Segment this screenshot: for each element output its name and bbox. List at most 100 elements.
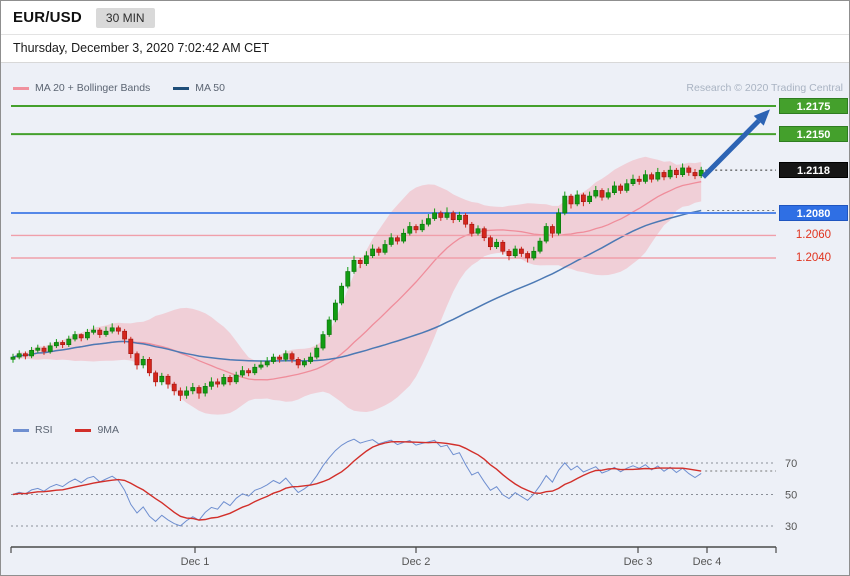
candle-body	[469, 223, 475, 234]
price-level-label: 1.2060	[795, 229, 832, 242]
candle-body	[698, 169, 704, 177]
ma50-swatch-icon	[173, 86, 190, 90]
candle-body	[506, 250, 512, 257]
candle-body	[487, 237, 493, 248]
candle-body	[500, 241, 506, 252]
candle-body	[22, 353, 28, 357]
candle-body	[128, 338, 134, 354]
chart-header: EUR/USD 30 MIN	[1, 1, 849, 35]
candle-body	[227, 377, 233, 383]
candle-body	[47, 345, 53, 352]
rsi-guide-label: 50	[785, 490, 797, 502]
candle-body	[667, 169, 673, 178]
candle-body	[332, 302, 338, 321]
candle-body	[394, 237, 400, 242]
candle-body	[246, 370, 251, 374]
candle-body	[370, 248, 375, 257]
candle-body	[568, 195, 574, 205]
candle-body	[178, 390, 183, 396]
candle-body	[444, 212, 450, 218]
candle-body	[388, 237, 394, 245]
candle-body	[537, 240, 543, 252]
candle-body	[518, 248, 524, 254]
legend-item-9ma: 9MA	[75, 424, 119, 436]
candle-body	[481, 228, 487, 239]
candle-body	[419, 223, 425, 231]
legend-label: RSI	[35, 424, 53, 436]
candle-body	[277, 356, 282, 360]
candle-body	[171, 383, 177, 392]
candle-body	[680, 167, 685, 175]
candle-body	[624, 183, 630, 191]
rsi-guide-label: 30	[785, 521, 797, 533]
candle-body	[270, 356, 276, 362]
candle-body	[494, 241, 499, 248]
candle-body	[320, 334, 326, 349]
candle-body	[221, 377, 227, 385]
candle-body	[109, 327, 115, 332]
candle-body	[692, 172, 698, 177]
candle-body	[184, 390, 189, 396]
candle-body	[122, 330, 127, 340]
price-level-label: 1.2150	[779, 126, 848, 143]
candle-body	[159, 375, 165, 383]
chart-datetime: Thursday, December 3, 2020 7:02:42 AM CE…	[1, 35, 849, 63]
x-axis-label: Dec 4	[693, 556, 722, 568]
candle-body	[525, 253, 530, 259]
candle-body	[686, 167, 692, 173]
legend-item-bollinger: MA 20 + Bollinger Bands	[13, 82, 150, 94]
rsi-legend: RSI 9MA	[13, 424, 139, 436]
legend-label: MA 20 + Bollinger Bands	[35, 82, 151, 94]
candle-body	[382, 244, 388, 253]
bollinger-swatch-icon	[13, 86, 29, 90]
candle-body	[41, 347, 47, 352]
candle-body	[438, 212, 444, 218]
candle-body	[165, 375, 171, 385]
rsi-swatch-icon	[13, 428, 29, 432]
research-credit: Research © 2020 Trading Central	[686, 82, 843, 94]
candle-body	[258, 364, 264, 368]
candle-body	[196, 387, 202, 394]
candle-body	[673, 169, 679, 175]
candle-body	[134, 353, 140, 366]
candle-body	[252, 366, 258, 374]
main-chart-legend: MA 20 + Bollinger Bands MA 50	[13, 82, 245, 94]
candle-body	[630, 178, 636, 184]
price-level-label: 1.2040	[795, 251, 832, 264]
candle-body	[295, 359, 301, 366]
candle-body	[574, 194, 580, 205]
candle-body	[376, 248, 382, 253]
candle-body	[407, 226, 413, 234]
candle-body	[209, 381, 214, 387]
candle-body	[103, 330, 109, 335]
candle-body	[10, 356, 16, 360]
price-level-label: 1.2175	[779, 98, 848, 114]
price-level-label: 1.2080	[779, 204, 848, 221]
candle-body	[308, 356, 313, 362]
rsi-guide-label: 70	[785, 458, 797, 470]
candle-body	[66, 338, 72, 345]
candle-body	[642, 174, 648, 182]
candle-body	[531, 250, 537, 259]
candle-body	[91, 329, 96, 333]
candle-body	[215, 381, 220, 385]
candle-body	[314, 347, 320, 358]
candle-body	[29, 350, 34, 357]
rsi-line	[12, 438, 702, 527]
candle-body	[72, 334, 78, 340]
candle-body	[661, 172, 667, 178]
candle-body	[463, 214, 468, 225]
candle-body	[153, 372, 158, 383]
candle-body	[240, 370, 245, 376]
rsi-9ma-swatch-icon	[75, 428, 92, 432]
candle-body	[556, 212, 561, 234]
ma50-line	[12, 209, 702, 362]
candle-body	[401, 232, 406, 242]
candle-body	[202, 386, 208, 394]
candle-body	[456, 214, 462, 221]
candle-body	[147, 359, 152, 374]
candle-body	[618, 185, 623, 191]
candle-body	[549, 226, 555, 234]
candle-body	[587, 195, 592, 203]
candle-body	[85, 332, 90, 339]
